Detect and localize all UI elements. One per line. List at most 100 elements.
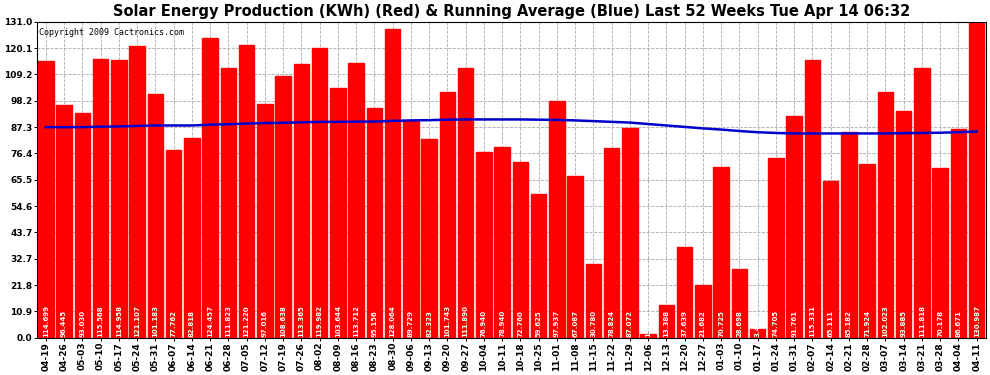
Bar: [933, 168, 948, 338]
Bar: [622, 128, 638, 338]
Text: 21.682: 21.682: [700, 310, 706, 337]
Text: 115.568: 115.568: [98, 305, 104, 337]
Text: 97.016: 97.016: [262, 310, 268, 337]
Bar: [969, 22, 984, 338]
Bar: [677, 247, 692, 338]
Title: Solar Energy Production (KWh) (Red) & Running Average (Blue) Last 52 Weeks Tue A: Solar Energy Production (KWh) (Red) & Ru…: [113, 4, 910, 19]
Text: 72.760: 72.760: [518, 310, 524, 337]
Bar: [330, 88, 346, 338]
Text: 108.638: 108.638: [280, 305, 286, 337]
Bar: [695, 285, 711, 338]
Bar: [111, 60, 127, 338]
Bar: [513, 162, 528, 338]
Text: 95.156: 95.156: [371, 310, 377, 337]
Bar: [257, 104, 272, 338]
Text: 59.625: 59.625: [536, 310, 542, 337]
Bar: [348, 63, 364, 338]
Bar: [749, 330, 765, 338]
Text: 91.761: 91.761: [791, 310, 797, 337]
Text: 97.937: 97.937: [553, 309, 560, 337]
Bar: [93, 59, 108, 338]
Text: 82.323: 82.323: [426, 310, 433, 337]
Text: 28.698: 28.698: [737, 310, 742, 337]
Text: 114.699: 114.699: [43, 304, 49, 337]
Text: 114.958: 114.958: [116, 304, 122, 337]
Bar: [221, 68, 237, 338]
Bar: [786, 116, 802, 338]
Bar: [148, 94, 163, 338]
Bar: [130, 46, 145, 338]
Text: 128.064: 128.064: [390, 305, 396, 337]
Bar: [896, 111, 912, 338]
Text: 74.705: 74.705: [773, 309, 779, 337]
Bar: [494, 147, 510, 338]
Text: 13.388: 13.388: [663, 309, 669, 337]
Bar: [239, 45, 254, 338]
Text: 113.712: 113.712: [353, 305, 359, 337]
Bar: [914, 68, 930, 338]
Bar: [859, 164, 875, 338]
Bar: [586, 264, 601, 338]
Text: 96.445: 96.445: [61, 309, 67, 337]
Text: 119.982: 119.982: [317, 305, 323, 337]
Text: 70.725: 70.725: [718, 310, 724, 337]
Bar: [440, 92, 455, 338]
Text: 101.743: 101.743: [445, 304, 450, 337]
Bar: [842, 132, 856, 338]
Bar: [658, 306, 674, 338]
Text: 70.178: 70.178: [938, 309, 943, 337]
Text: 37.639: 37.639: [682, 310, 688, 337]
Bar: [549, 102, 564, 338]
Bar: [531, 194, 546, 338]
Text: Copyright 2009 Cactronics.com: Copyright 2009 Cactronics.com: [39, 28, 183, 37]
Bar: [202, 38, 218, 338]
Bar: [950, 129, 966, 338]
Bar: [294, 64, 309, 338]
Bar: [166, 150, 181, 338]
Bar: [714, 167, 729, 338]
Bar: [641, 334, 656, 338]
Text: 121.220: 121.220: [244, 305, 249, 337]
Text: 85.182: 85.182: [845, 310, 852, 337]
Text: 111.890: 111.890: [462, 304, 468, 337]
Bar: [604, 148, 620, 338]
Bar: [823, 181, 839, 338]
Text: 89.729: 89.729: [408, 310, 414, 337]
Text: 76.940: 76.940: [481, 309, 487, 337]
Bar: [805, 60, 820, 338]
Text: 102.023: 102.023: [882, 305, 888, 337]
Text: 93.885: 93.885: [901, 310, 907, 337]
Text: 30.780: 30.780: [590, 309, 596, 337]
Text: 78.940: 78.940: [499, 309, 505, 337]
Text: 111.823: 111.823: [226, 305, 232, 337]
Text: 65.111: 65.111: [828, 310, 834, 337]
Bar: [56, 105, 72, 338]
Text: 87.072: 87.072: [627, 310, 633, 337]
Text: 115.331: 115.331: [810, 305, 816, 337]
Text: 78.824: 78.824: [609, 309, 615, 337]
Text: 67.087: 67.087: [572, 310, 578, 337]
Text: 124.457: 124.457: [207, 304, 213, 337]
Text: 103.644: 103.644: [335, 304, 341, 337]
Bar: [732, 268, 747, 338]
Bar: [385, 29, 400, 338]
Bar: [366, 108, 382, 338]
Text: 86.671: 86.671: [955, 310, 961, 337]
Text: 77.762: 77.762: [170, 310, 176, 337]
Text: 71.924: 71.924: [864, 309, 870, 337]
Bar: [403, 121, 419, 338]
Text: 121.107: 121.107: [134, 305, 141, 337]
Bar: [275, 76, 291, 338]
Bar: [312, 48, 328, 338]
Text: 82.818: 82.818: [189, 310, 195, 337]
Text: 3.450: 3.450: [754, 314, 760, 337]
Text: 93.030: 93.030: [79, 309, 85, 337]
Bar: [38, 61, 53, 338]
Text: 101.183: 101.183: [152, 304, 158, 337]
Bar: [458, 68, 473, 338]
Bar: [422, 139, 437, 338]
Text: 111.818: 111.818: [919, 304, 925, 337]
Bar: [878, 92, 893, 338]
Bar: [184, 138, 200, 338]
Text: 113.365: 113.365: [298, 305, 304, 337]
